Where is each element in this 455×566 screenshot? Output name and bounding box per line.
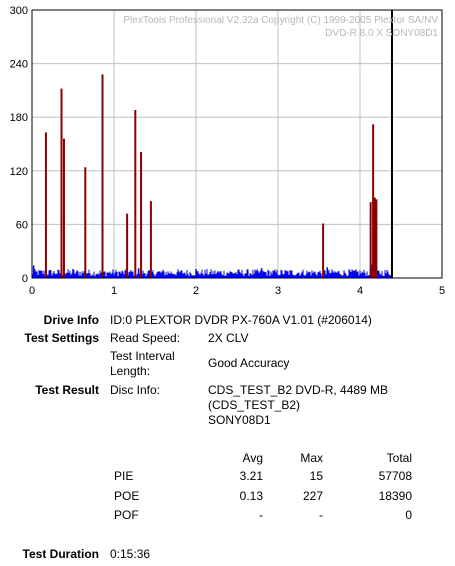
watermark-line-2: DVD-R 8.0 X SONY08D1 xyxy=(325,28,438,39)
disc-info-line-2: (CDS_TEST_B2) xyxy=(208,398,301,412)
disc-info-line-3: SONY08D1 xyxy=(208,413,271,427)
col-header-total: Total xyxy=(386,451,412,465)
read-speed-value: 2X CLV xyxy=(208,331,249,345)
drive-info-value: ID:0 PLEXTOR DVDR PX-760A V1.01 (#206014… xyxy=(110,313,372,327)
x-tick-label: 1 xyxy=(111,285,117,297)
row-pof-avg: - xyxy=(259,508,263,522)
watermark-line-1: PlexTools Professional V2.32a Copyright … xyxy=(123,15,438,26)
test-duration-value: 0:15:36 xyxy=(110,547,151,561)
row-pie-total: 57708 xyxy=(378,469,412,483)
test-result-label: Test Result xyxy=(35,383,99,397)
row-poe-name: POE xyxy=(114,489,140,503)
row-pie-avg: 3.21 xyxy=(239,469,263,483)
row-poe-avg: 0.13 xyxy=(239,489,263,503)
row-pof-total: 0 xyxy=(405,508,412,522)
col-header-avg: Avg xyxy=(242,451,263,465)
x-tick-label: 2 xyxy=(193,285,199,297)
x-tick-label: 3 xyxy=(275,285,281,297)
test-interval-label-line-1: Test Interval xyxy=(110,349,175,363)
y-tick-label: 240 xyxy=(10,59,28,71)
y-tick-label: 0 xyxy=(22,273,28,285)
plot-frame xyxy=(31,9,443,279)
test-duration-label: Test Duration xyxy=(22,547,99,561)
y-tick-label: 180 xyxy=(10,112,28,124)
col-header-max: Max xyxy=(300,451,323,465)
read-speed-label: Read Speed: xyxy=(110,331,181,345)
row-pof-name: POF xyxy=(114,508,139,522)
y-tick-label: 120 xyxy=(10,166,28,178)
test-interval-label-line-2: Length: xyxy=(110,364,151,378)
drive-info-label: Drive Info xyxy=(43,313,99,327)
pie-poe-chart: PlexTools Professional V2.32a Copyright … xyxy=(10,5,445,297)
disc-info-line-1: CDS_TEST_B2 DVD-R, 4489 MB xyxy=(208,383,389,397)
y-tick-labels: 0 60 120 180 240 300 xyxy=(10,5,28,285)
x-tick-label: 4 xyxy=(357,285,363,297)
y-tick-label: 60 xyxy=(16,219,28,231)
plot-background xyxy=(32,10,442,278)
row-poe-total: 18390 xyxy=(378,489,412,503)
x-tick-label: 0 xyxy=(29,285,35,297)
x-tick-labels: 0 1 2 3 4 5 xyxy=(29,285,445,297)
row-pie-max: 15 xyxy=(309,469,323,483)
row-pof-max: - xyxy=(319,508,323,522)
y-tick-label: 300 xyxy=(10,5,28,17)
test-settings-label: Test Settings xyxy=(24,331,99,345)
x-tick-label: 5 xyxy=(439,285,445,297)
poe-series xyxy=(44,74,378,278)
disc-info-label: Disc Info: xyxy=(110,383,161,397)
test-interval-value: Good Accuracy xyxy=(208,356,290,370)
row-poe-max: 227 xyxy=(302,489,323,503)
row-pie-name: PIE xyxy=(114,469,134,483)
